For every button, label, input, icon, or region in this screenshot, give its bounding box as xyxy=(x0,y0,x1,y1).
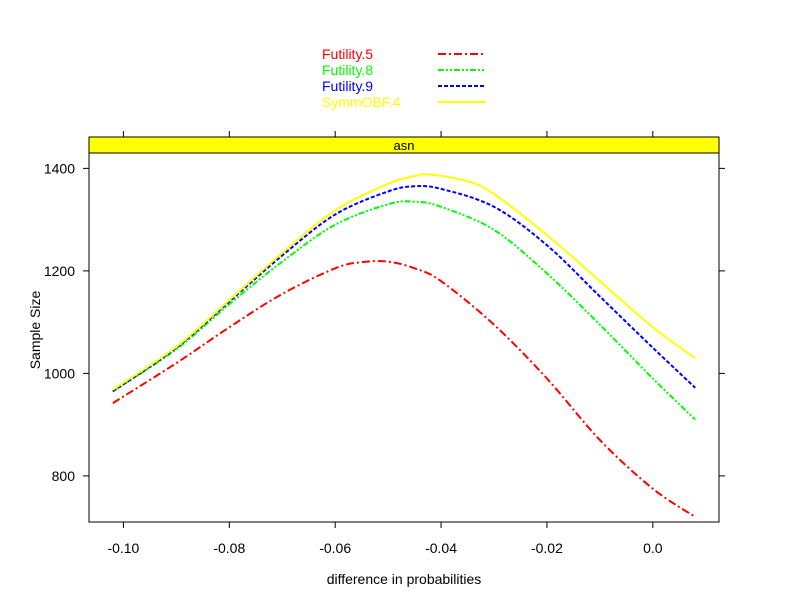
series-group xyxy=(112,173,696,518)
series-line-1 xyxy=(112,260,696,518)
y-tick-label: 1200 xyxy=(44,263,75,279)
panel-strip-title: asn xyxy=(394,138,415,153)
y-tick-label: 800 xyxy=(52,468,76,484)
x-axis-label: difference in probabilities xyxy=(327,571,482,587)
series-line-3 xyxy=(112,185,696,393)
y-tick-label: 1400 xyxy=(44,160,75,176)
axis-ticks: -0.10 -0.08 -0.06 -0.04 -0.02 0.0 800 1000 1200 1… xyxy=(44,131,725,556)
x-tick-label: 0.0 xyxy=(643,540,663,556)
legend-label: Futility.5 xyxy=(322,46,373,62)
series-line-4 xyxy=(112,173,696,391)
x-tick-label: -0.10 xyxy=(107,540,139,556)
legend-label: Futility.8 xyxy=(322,62,373,78)
x-tick-label: -0.08 xyxy=(213,540,245,556)
plot-frame xyxy=(88,152,720,523)
y-tick-label: 1000 xyxy=(44,365,75,381)
x-tick-label: -0.02 xyxy=(531,540,563,556)
x-tick-label: -0.04 xyxy=(425,540,457,556)
series-line-2 xyxy=(112,200,696,421)
x-tick-label: -0.06 xyxy=(319,540,351,556)
legend-label: SymmOBF.4 xyxy=(322,94,401,110)
legend-label: Futility.9 xyxy=(322,78,373,94)
y-axis-label: Sample Size xyxy=(27,290,43,369)
